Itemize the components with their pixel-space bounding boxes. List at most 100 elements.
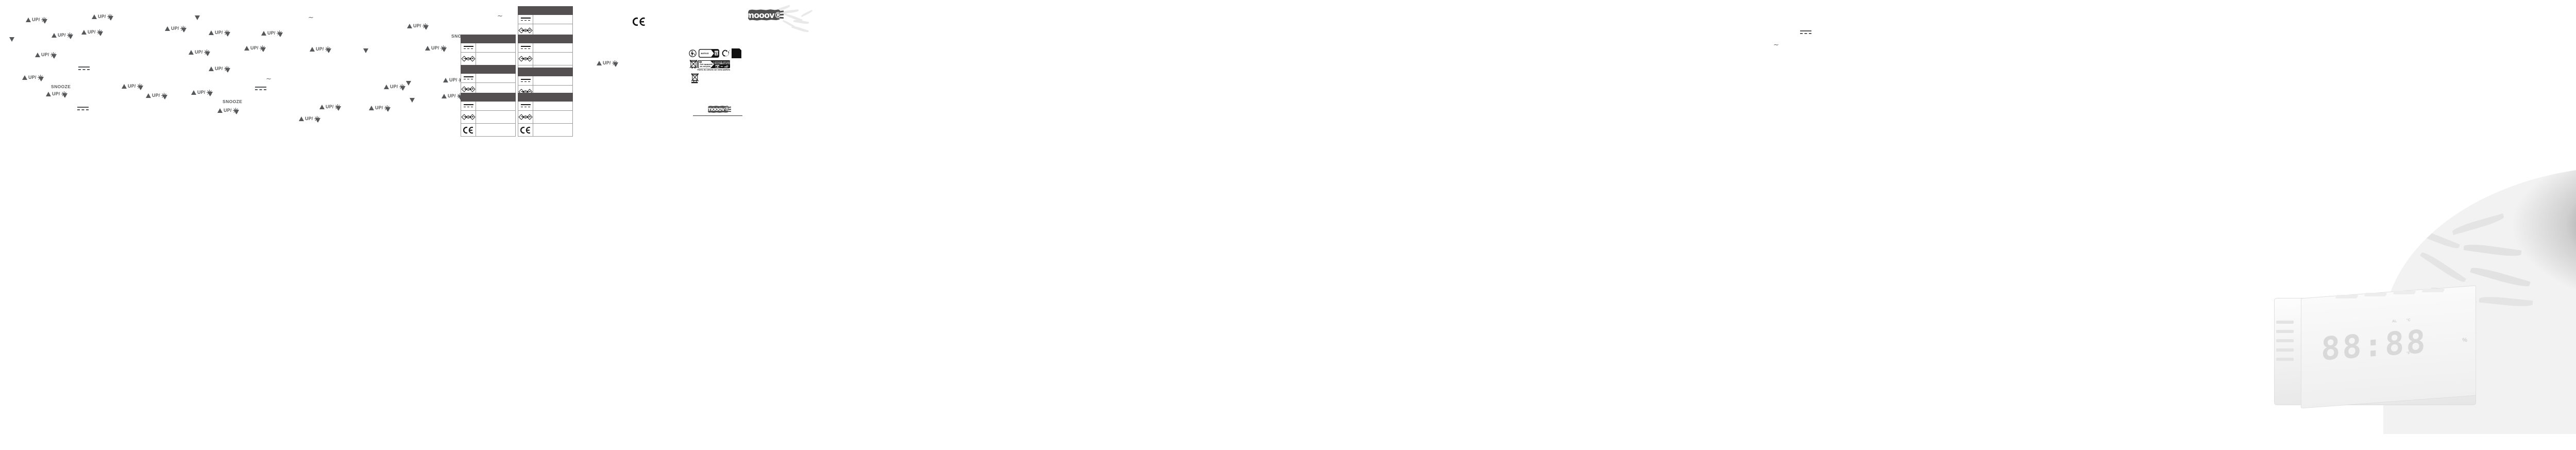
down-marker[interactable] xyxy=(410,96,415,105)
down-marker[interactable] xyxy=(52,52,57,61)
down-marker[interactable] xyxy=(423,23,429,32)
down-marker[interactable] xyxy=(181,26,187,35)
up-label: UP/ xyxy=(413,23,421,28)
triangle-down-icon xyxy=(98,31,103,36)
triangle-down-icon xyxy=(385,107,391,112)
down-marker[interactable] xyxy=(225,66,230,75)
table-row xyxy=(461,102,515,110)
brand-registered-mark: ® xyxy=(774,10,783,20)
dc-voltage-icon xyxy=(463,45,473,50)
table-cell-description xyxy=(533,76,572,85)
down-marker[interactable] xyxy=(442,45,447,55)
triangle-down-icon xyxy=(400,86,405,91)
triangle-down-icon xyxy=(278,32,283,37)
table-cell-symbol xyxy=(461,102,476,110)
table-row xyxy=(518,15,572,24)
table-cell-symbol xyxy=(518,124,533,136)
triangle-down-icon xyxy=(315,118,320,123)
triangle-up-icon xyxy=(189,50,194,55)
table-cell-description xyxy=(533,124,572,136)
up-label: UP/ xyxy=(250,45,259,51)
triangle-down-icon xyxy=(423,25,429,30)
down-marker[interactable] xyxy=(162,93,167,102)
up-label: UP/ xyxy=(448,93,456,98)
triangle-up-icon xyxy=(319,105,325,109)
table-row xyxy=(518,52,572,65)
down-marker[interactable] xyxy=(613,60,618,70)
brand-registered-mark-footer: ® xyxy=(724,106,730,112)
polarity-icon xyxy=(461,56,476,62)
triangle-up-icon xyxy=(122,84,127,89)
up-label: UP/ xyxy=(195,49,203,55)
down-marker[interactable] xyxy=(98,29,103,39)
dc-voltage-icon xyxy=(1800,30,1811,35)
down-marker[interactable] xyxy=(205,49,210,59)
down-marker[interactable] xyxy=(261,45,266,55)
triangle-up-icon xyxy=(209,66,214,71)
dc-voltage-icon xyxy=(463,104,473,108)
table-cell-symbol xyxy=(518,76,533,85)
down-marker[interactable] xyxy=(9,35,14,44)
triangle-up-icon xyxy=(442,94,447,98)
svg-text:BAC: BAC xyxy=(715,52,718,54)
ac-voltage-icon: ∼ xyxy=(1773,41,1779,48)
up-label: UP/ xyxy=(58,32,66,38)
table-header-bar xyxy=(461,65,516,74)
down-marker[interactable] xyxy=(400,84,405,93)
down-marker[interactable] xyxy=(108,14,113,23)
svg-text:DE: DE xyxy=(716,53,718,55)
polarity-icon xyxy=(518,56,533,62)
down-marker[interactable] xyxy=(385,105,391,114)
down-marker[interactable] xyxy=(62,91,67,101)
down-marker[interactable] xyxy=(225,30,230,39)
triangle-up-icon xyxy=(425,46,430,51)
up-label: UP/ xyxy=(431,45,439,51)
weee-crossed-bin-icon xyxy=(690,73,699,84)
down-marker[interactable] xyxy=(138,84,143,93)
table-header-bar xyxy=(518,35,573,43)
brand-logo-header: mooov ® xyxy=(748,5,813,36)
triman-icon xyxy=(689,49,697,57)
dc-voltage-icon xyxy=(520,45,531,50)
down-marker[interactable] xyxy=(278,30,283,40)
triangle-up-icon xyxy=(244,46,249,51)
table-header-bar xyxy=(461,93,516,102)
triangle-down-icon xyxy=(68,35,73,39)
table-cell-symbol xyxy=(518,43,533,52)
table-cell-symbol xyxy=(461,74,476,82)
down-marker[interactable] xyxy=(195,13,200,23)
ce-mark-icon xyxy=(463,126,474,134)
down-marker[interactable] xyxy=(336,104,341,113)
snooze-label[interactable]: SNOOZE xyxy=(223,99,243,104)
ac-voltage-icon: ∼ xyxy=(308,13,314,21)
up-label: UP/ xyxy=(215,30,223,35)
table-cell-description xyxy=(533,15,572,24)
triangle-down-icon xyxy=(234,110,239,114)
table-row xyxy=(518,123,572,136)
table-cell-description xyxy=(533,111,572,123)
triangle-up-icon xyxy=(52,33,57,38)
down-marker[interactable] xyxy=(363,46,368,56)
table-cell-description xyxy=(476,53,515,65)
down-marker[interactable] xyxy=(68,32,73,42)
up-label: UP/ xyxy=(152,93,160,98)
snooze-label[interactable]: SNOOZE xyxy=(51,84,71,89)
svg-text:EN DÉCHÈTERIE: EN DÉCHÈTERIE xyxy=(720,62,730,65)
down-marker[interactable] xyxy=(326,46,331,56)
down-marker[interactable] xyxy=(406,79,411,88)
down-marker[interactable] xyxy=(208,90,213,99)
down-marker[interactable] xyxy=(315,116,320,125)
down-marker[interactable] xyxy=(234,108,239,117)
triangle-down-icon xyxy=(205,52,210,56)
triangle-down-icon xyxy=(195,15,200,20)
triangle-down-icon xyxy=(363,48,368,53)
clock-display-face: AL °C °F 88:88 % xyxy=(2301,285,2476,409)
down-marker[interactable] xyxy=(42,17,47,26)
spec-table-7 xyxy=(518,93,573,137)
ce-mark-icon xyxy=(632,17,646,29)
table-cell-symbol xyxy=(518,53,533,65)
down-marker[interactable] xyxy=(39,75,44,84)
triangle-up-icon xyxy=(81,30,87,35)
table-row xyxy=(461,74,515,82)
